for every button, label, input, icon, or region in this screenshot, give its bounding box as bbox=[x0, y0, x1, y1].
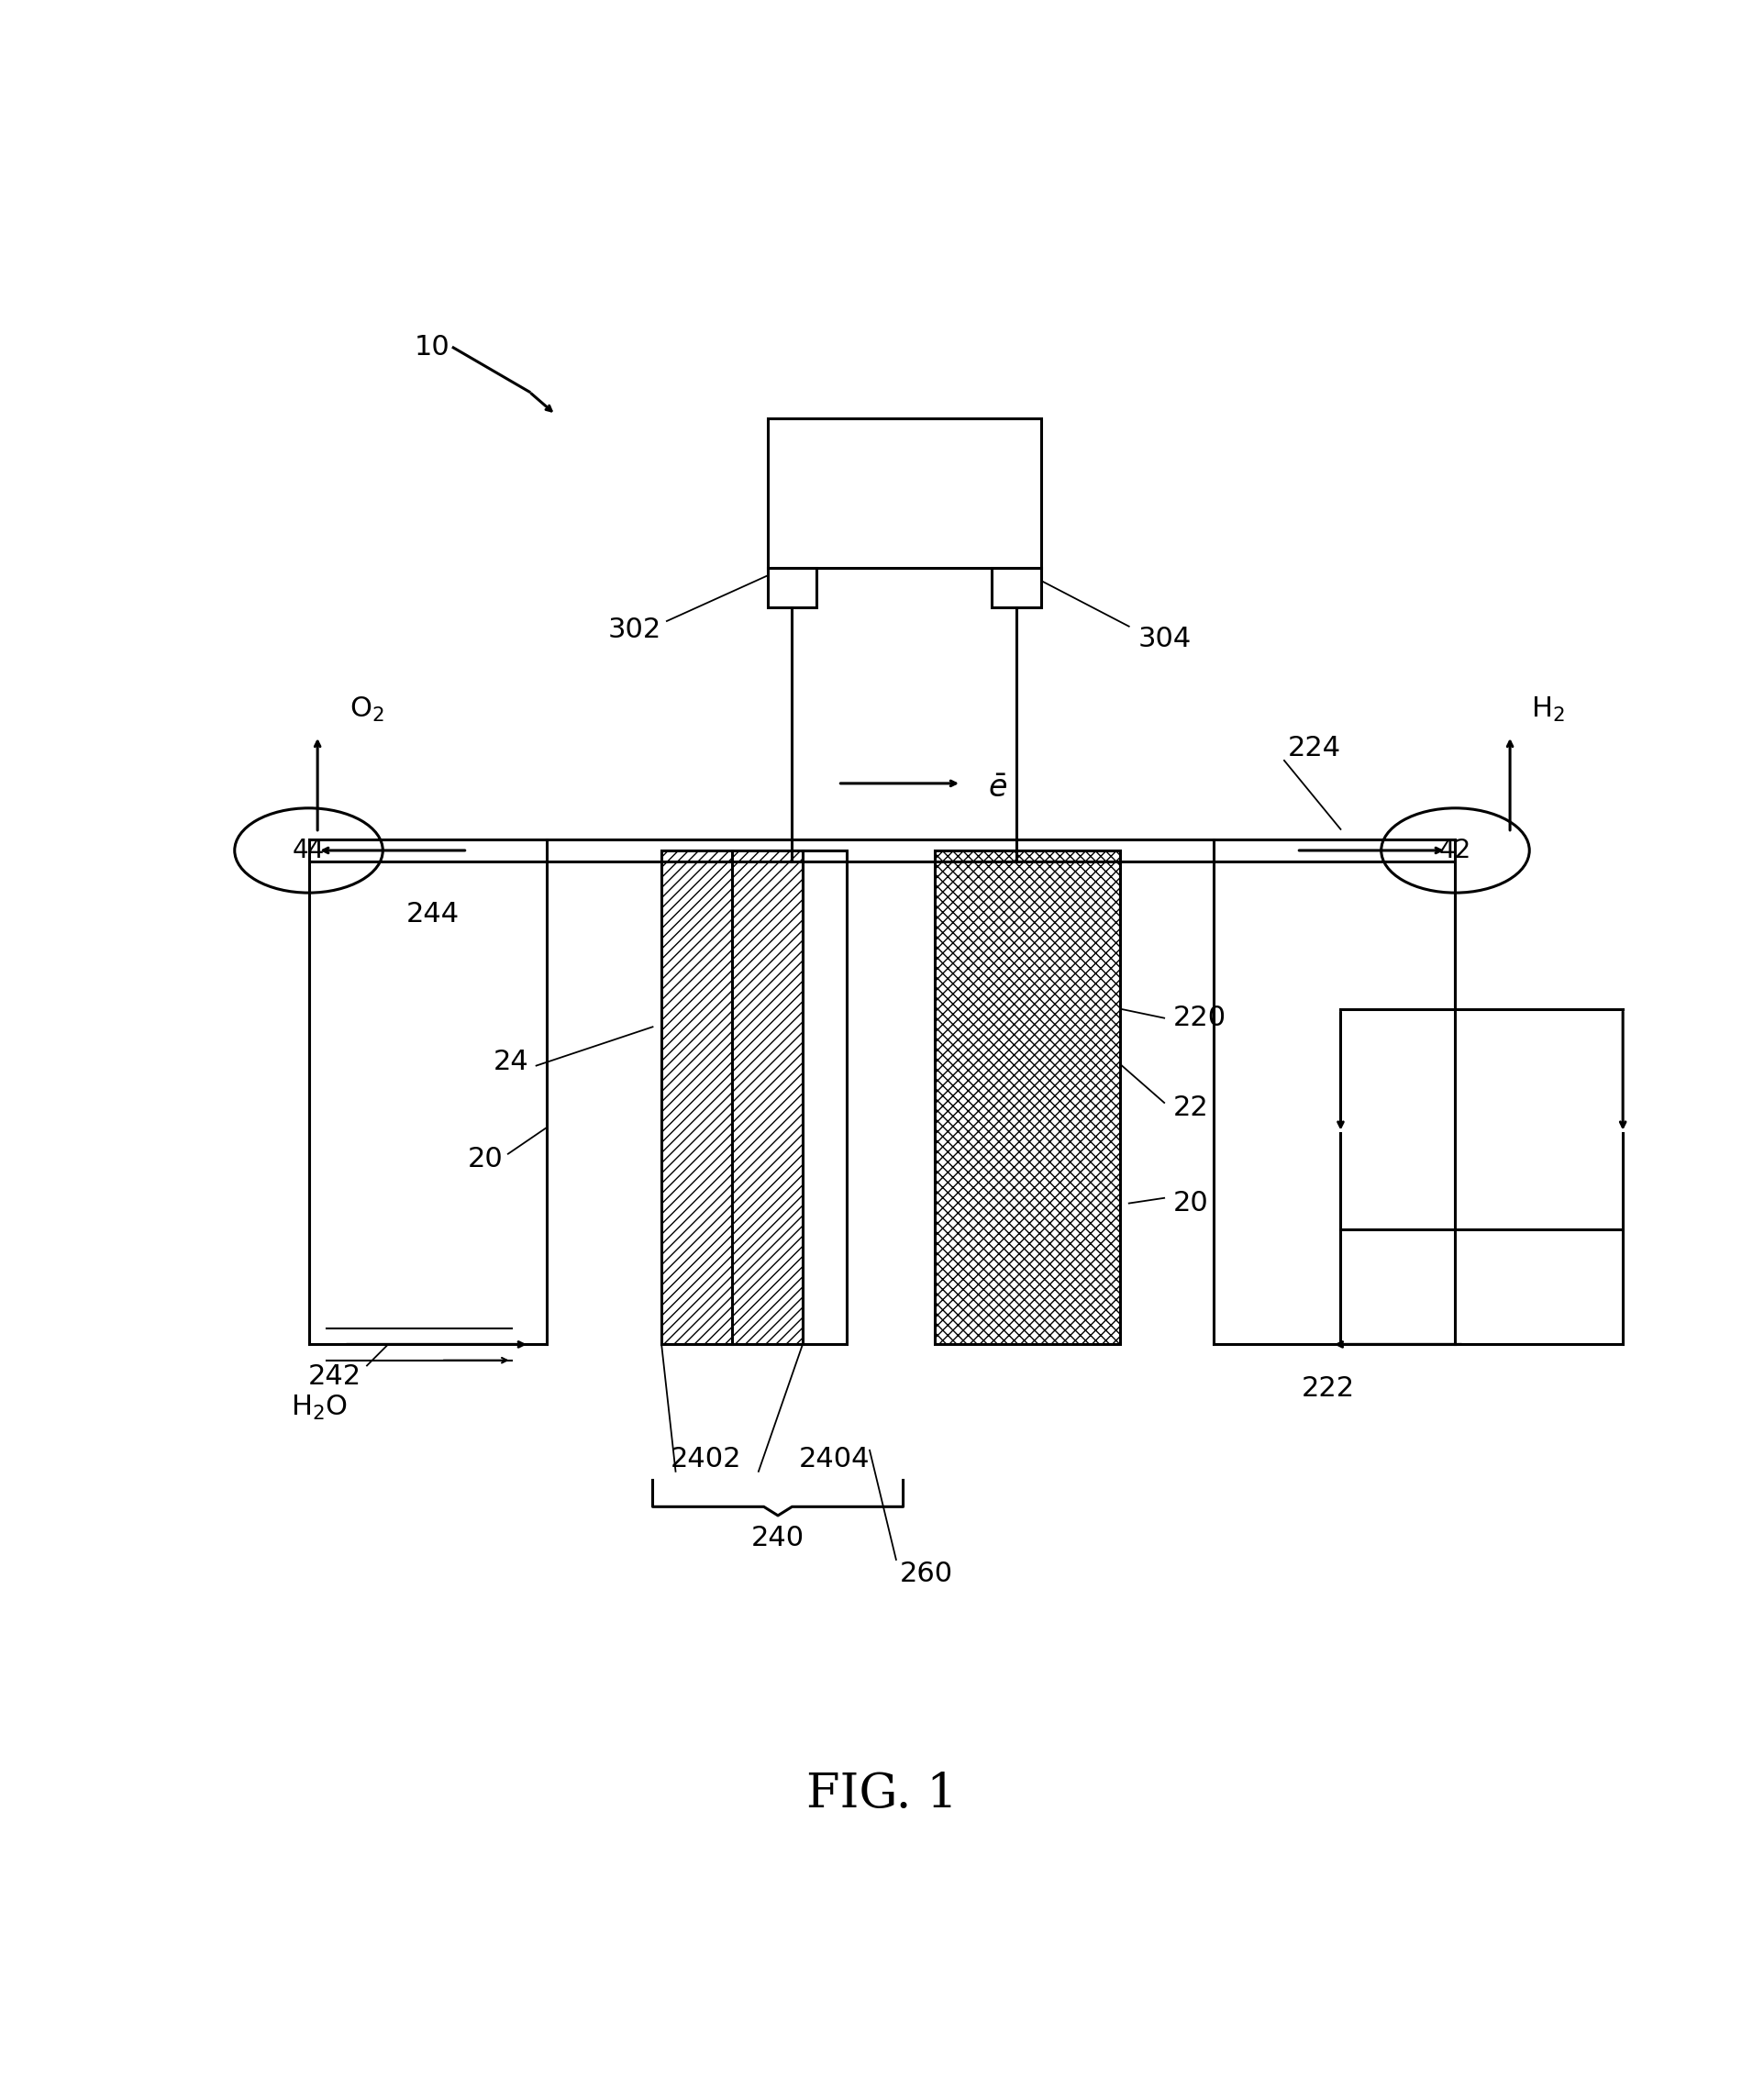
Bar bbox=[803, 850, 847, 1345]
Text: FIG. 1: FIG. 1 bbox=[806, 1771, 958, 1817]
Text: 20: 20 bbox=[1173, 1191, 1208, 1216]
Text: 242: 242 bbox=[309, 1362, 362, 1389]
Text: 222: 222 bbox=[1302, 1375, 1355, 1402]
Text: 10: 10 bbox=[415, 334, 450, 361]
Text: 20: 20 bbox=[467, 1147, 503, 1172]
Text: 224: 224 bbox=[1288, 735, 1341, 760]
Text: H$_2$O: H$_2$O bbox=[291, 1393, 348, 1423]
Bar bbox=[767, 418, 1041, 568]
Text: 240: 240 bbox=[751, 1525, 804, 1552]
Text: 42: 42 bbox=[1439, 838, 1471, 863]
Text: 22: 22 bbox=[1173, 1095, 1208, 1122]
Text: 244: 244 bbox=[406, 900, 459, 928]
Text: O$_2$: O$_2$ bbox=[349, 696, 385, 723]
Bar bbox=[767, 568, 817, 608]
Text: 302: 302 bbox=[609, 616, 662, 643]
Text: 220: 220 bbox=[1173, 1005, 1226, 1032]
Text: 304: 304 bbox=[1138, 625, 1191, 652]
Text: 260: 260 bbox=[900, 1560, 953, 1588]
Text: 2402: 2402 bbox=[670, 1446, 741, 1473]
Text: 30: 30 bbox=[886, 480, 923, 506]
Bar bbox=[662, 850, 803, 1345]
Text: 24: 24 bbox=[494, 1049, 529, 1076]
Text: H$_2$: H$_2$ bbox=[1531, 696, 1565, 723]
Text: $\bar{e}$: $\bar{e}$ bbox=[988, 773, 1007, 804]
Bar bbox=[991, 568, 1041, 608]
Text: 44: 44 bbox=[293, 838, 325, 863]
Text: 2404: 2404 bbox=[799, 1446, 870, 1473]
Bar bbox=[935, 850, 1120, 1345]
